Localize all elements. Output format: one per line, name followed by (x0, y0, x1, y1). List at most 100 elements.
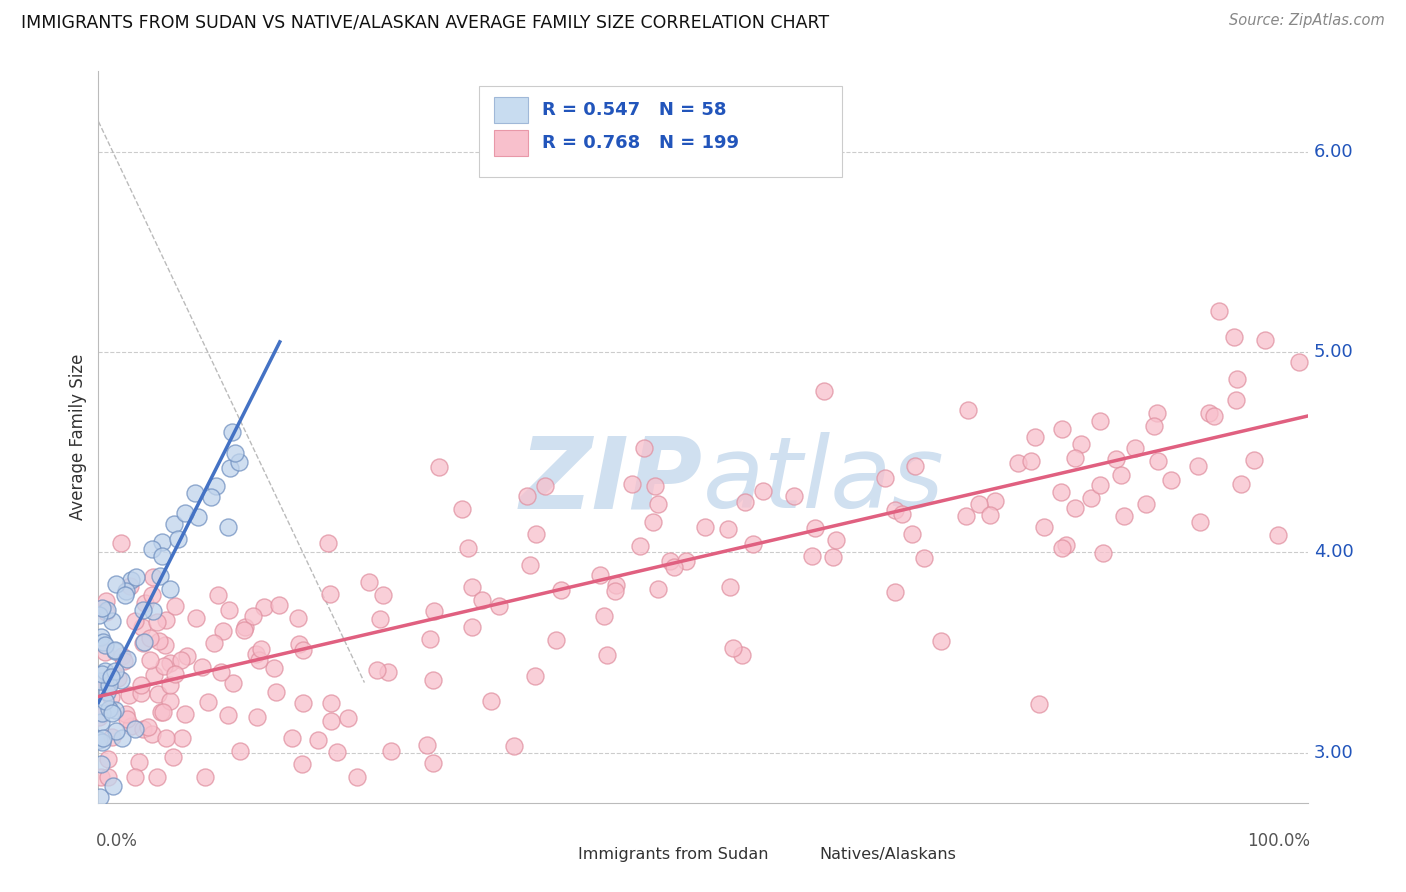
Point (488, 599, 510, 614)
Text: ZIP: ZIP (520, 433, 703, 530)
Point (801, 549, 824, 563)
Point (884, 503, 907, 517)
FancyBboxPatch shape (776, 846, 807, 862)
Point (105, 577, 128, 591)
Point (266, 684, 288, 698)
Point (647, 497, 669, 511)
Point (675, 554, 697, 568)
Point (721, 641, 744, 656)
Point (368, 612, 391, 626)
Point (658, 554, 681, 568)
Point (229, 744, 252, 758)
Point (87, 732, 110, 747)
Point (519, 558, 541, 572)
Point (97, 770, 120, 784)
Point (595, 648, 617, 663)
Point (1109, 467, 1132, 482)
Point (211, 624, 233, 638)
Point (217, 707, 239, 722)
Point (422, 756, 444, 770)
Point (628, 539, 651, 553)
Point (111, 731, 134, 745)
Point (782, 489, 804, 503)
Point (165, 666, 187, 681)
Point (281, 731, 304, 745)
Point (752, 484, 775, 499)
Point (159, 582, 181, 596)
Point (115, 652, 138, 666)
Point (1054, 538, 1077, 552)
Point (957, 403, 980, 417)
Point (90, 715, 112, 730)
Point (124, 770, 146, 784)
Point (967, 497, 990, 511)
Point (319, 697, 342, 711)
Point (118, 579, 141, 593)
Point (1050, 422, 1073, 436)
Point (94, 593, 117, 607)
Point (112, 654, 135, 668)
Point (100, 706, 122, 720)
Point (183, 486, 205, 500)
Point (603, 584, 626, 599)
Point (148, 634, 170, 648)
Point (1019, 454, 1042, 468)
Point (891, 507, 914, 521)
Point (1070, 436, 1092, 450)
Point (1105, 452, 1128, 467)
Point (115, 583, 138, 598)
Point (124, 722, 146, 736)
Point (145, 770, 167, 784)
Point (91, 706, 114, 720)
Point (89, 607, 111, 622)
Text: Natives/Alaskans: Natives/Alaskans (820, 847, 956, 862)
Point (91, 735, 114, 749)
Point (93, 693, 115, 707)
Text: 100.0%: 100.0% (1247, 832, 1310, 850)
Point (316, 536, 339, 550)
Point (979, 508, 1001, 523)
Point (292, 696, 315, 710)
Point (291, 642, 314, 657)
Point (197, 695, 219, 709)
Point (1146, 406, 1168, 420)
Point (224, 446, 246, 460)
Point (287, 611, 309, 625)
Point (209, 665, 232, 680)
Point (94, 664, 117, 678)
Point (134, 596, 156, 610)
Point (136, 721, 159, 735)
Point (346, 770, 368, 784)
Point (471, 593, 494, 607)
Point (104, 703, 127, 717)
Point (1028, 698, 1050, 712)
Point (359, 574, 381, 589)
Point (1050, 484, 1073, 499)
Point (90, 770, 112, 784)
Point (641, 515, 664, 529)
Point (104, 723, 127, 738)
Point (143, 668, 166, 682)
Point (120, 719, 142, 733)
Text: 6.00: 6.00 (1313, 143, 1353, 161)
Point (155, 613, 177, 627)
Point (695, 520, 717, 534)
Point (219, 461, 242, 475)
Point (131, 620, 153, 634)
Point (124, 614, 146, 628)
Point (605, 578, 627, 592)
Point (544, 633, 567, 648)
FancyBboxPatch shape (494, 130, 527, 156)
Point (94, 645, 117, 659)
Point (221, 425, 243, 439)
Point (1088, 414, 1111, 428)
Point (589, 567, 612, 582)
Point (1230, 476, 1253, 491)
Point (163, 516, 186, 531)
Point (172, 731, 194, 745)
Point (176, 648, 198, 663)
Point (824, 533, 846, 547)
Point (1142, 419, 1164, 434)
FancyBboxPatch shape (494, 97, 527, 123)
Point (101, 614, 124, 628)
